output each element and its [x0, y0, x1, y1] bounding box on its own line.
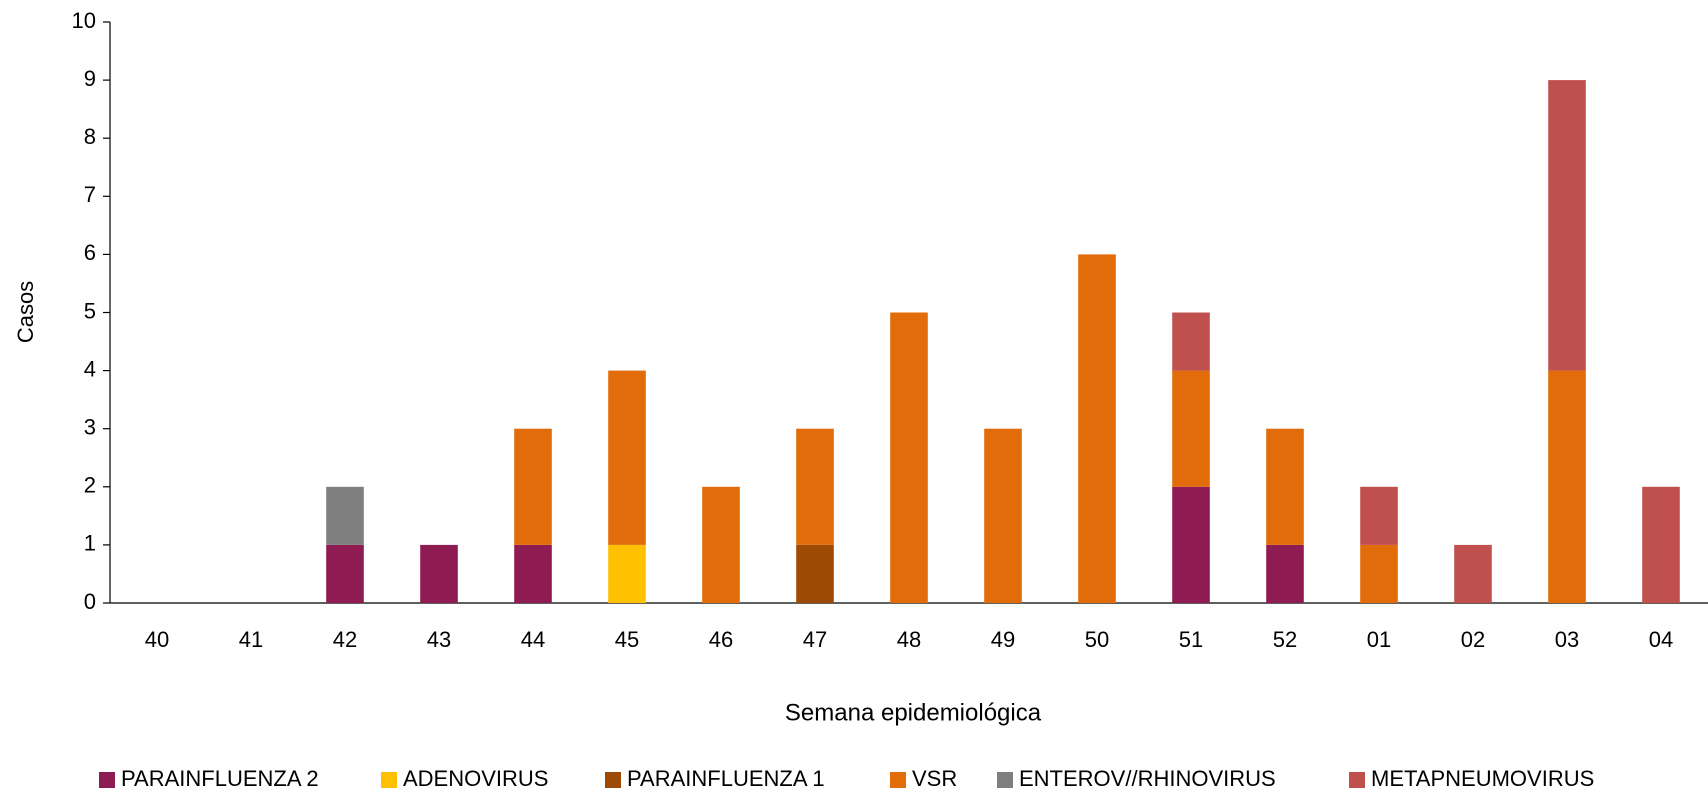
legend-label: ADENOVIRUS: [403, 766, 548, 791]
legend-label: PARAINFLUENZA 1: [627, 766, 825, 791]
x-tick-label: 45: [615, 627, 639, 652]
legend-swatch: [605, 772, 621, 788]
x-tick-label: 52: [1273, 627, 1297, 652]
bar-segment: [608, 544, 646, 603]
bar-segment: [1266, 428, 1304, 545]
bar-segment: [608, 370, 646, 545]
x-tick-label: 46: [709, 627, 733, 652]
bar-segment: [1172, 312, 1210, 371]
y-tick-label: 8: [84, 124, 96, 149]
x-tick-label: 03: [1555, 627, 1579, 652]
y-tick-label: 0: [84, 589, 96, 614]
bar-segment: [984, 428, 1022, 603]
x-tick-label: 47: [803, 627, 827, 652]
y-tick-label: 4: [84, 356, 96, 381]
bar-segment: [1454, 544, 1492, 603]
bar-segment: [890, 312, 928, 603]
bar-segment: [702, 486, 740, 603]
x-tick-label: 41: [239, 627, 263, 652]
bar-segment: [1078, 254, 1116, 603]
legend-label: METAPNEUMOVIRUS: [1371, 766, 1594, 791]
bar-segment: [420, 544, 458, 603]
bar-segment: [796, 544, 834, 603]
legend-swatch: [890, 772, 906, 788]
x-tick-label: 48: [897, 627, 921, 652]
bar-segment: [326, 486, 364, 545]
bar-segment: [1172, 486, 1210, 603]
y-tick-label: 2: [84, 473, 96, 498]
bar-segment: [1548, 80, 1586, 371]
x-tick-label: 04: [1649, 627, 1673, 652]
y-tick-label: 6: [84, 240, 96, 265]
bar-segment: [514, 428, 552, 545]
legend-swatch: [997, 772, 1013, 788]
bar-segment: [1172, 370, 1210, 487]
x-tick-label: 40: [145, 627, 169, 652]
bar-segment: [1642, 486, 1680, 603]
legend-label: ENTEROV//RHINOVIRUS: [1019, 766, 1276, 791]
y-axis-title: Casos: [13, 281, 38, 343]
y-tick-label: 7: [84, 182, 96, 207]
y-tick-label: 9: [84, 66, 96, 91]
legend-label: VSR: [912, 766, 957, 791]
y-tick-label: 10: [72, 8, 96, 33]
bar-segment: [326, 544, 364, 603]
x-tick-label: 42: [333, 627, 357, 652]
x-tick-label: 43: [427, 627, 451, 652]
x-tick-label: 49: [991, 627, 1015, 652]
legend-label: PARAINFLUENZA 2: [121, 766, 319, 791]
legend-swatch: [99, 772, 115, 788]
bar-segment: [1360, 544, 1398, 603]
y-tick-label: 5: [84, 298, 96, 323]
x-axis-title: Semana epidemiológica: [785, 699, 1042, 726]
bar-segment: [514, 544, 552, 603]
x-tick-label: 02: [1461, 627, 1485, 652]
legend-swatch: [381, 772, 397, 788]
x-tick-label: 44: [521, 627, 545, 652]
bar-segment: [1548, 370, 1586, 603]
bar-segment: [796, 428, 834, 545]
x-tick-label: 51: [1179, 627, 1203, 652]
y-tick-label: 3: [84, 415, 96, 440]
x-tick-label: 01: [1367, 627, 1391, 652]
x-tick-label: 50: [1085, 627, 1109, 652]
bar-segment: [1360, 486, 1398, 545]
legend-swatch: [1349, 772, 1365, 788]
bar-segment: [1266, 544, 1304, 603]
y-tick-label: 1: [84, 531, 96, 556]
